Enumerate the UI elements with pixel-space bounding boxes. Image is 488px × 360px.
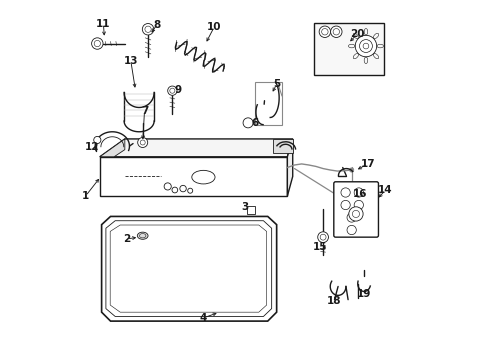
Circle shape — [243, 118, 253, 128]
Text: 5: 5 — [272, 79, 280, 89]
Circle shape — [340, 188, 349, 197]
Circle shape — [353, 201, 363, 210]
Circle shape — [346, 225, 356, 235]
Circle shape — [94, 40, 100, 47]
Text: 18: 18 — [326, 296, 340, 306]
Text: 6: 6 — [251, 118, 258, 128]
Circle shape — [332, 28, 339, 35]
Circle shape — [321, 28, 327, 35]
Circle shape — [349, 168, 353, 172]
Text: 11: 11 — [96, 18, 110, 28]
Circle shape — [167, 86, 177, 95]
Circle shape — [352, 210, 359, 217]
Text: 8: 8 — [153, 19, 160, 30]
Text: 10: 10 — [206, 22, 221, 32]
Circle shape — [348, 207, 363, 221]
Circle shape — [340, 201, 349, 210]
Circle shape — [359, 40, 372, 53]
Text: 1: 1 — [82, 191, 89, 201]
Bar — [246, 206, 254, 213]
Bar — [255, 82, 282, 125]
Text: 2: 2 — [123, 234, 130, 244]
Text: 7: 7 — [141, 107, 148, 116]
Circle shape — [363, 43, 368, 49]
Polygon shape — [106, 221, 271, 316]
Circle shape — [172, 187, 177, 193]
Circle shape — [140, 140, 145, 145]
Circle shape — [353, 188, 363, 197]
Text: 17: 17 — [360, 159, 374, 169]
Polygon shape — [287, 139, 292, 196]
Circle shape — [330, 26, 341, 37]
Text: 19: 19 — [356, 289, 370, 298]
Circle shape — [138, 138, 147, 148]
Bar — [313, 23, 383, 75]
Circle shape — [91, 38, 103, 49]
Circle shape — [317, 232, 328, 243]
Text: 13: 13 — [123, 57, 138, 66]
Text: 12: 12 — [84, 142, 99, 152]
Circle shape — [320, 234, 325, 240]
FancyBboxPatch shape — [333, 182, 378, 237]
Polygon shape — [100, 139, 292, 157]
Polygon shape — [272, 139, 292, 153]
Polygon shape — [100, 157, 287, 196]
Circle shape — [319, 26, 330, 37]
Text: 3: 3 — [241, 202, 247, 212]
Circle shape — [142, 23, 153, 35]
Polygon shape — [102, 216, 276, 321]
Circle shape — [164, 183, 171, 190]
Text: 9: 9 — [175, 85, 182, 95]
Circle shape — [144, 26, 151, 32]
Polygon shape — [110, 225, 266, 312]
Text: 14: 14 — [378, 185, 392, 195]
Circle shape — [187, 188, 192, 193]
Text: 20: 20 — [349, 29, 364, 39]
Circle shape — [169, 88, 175, 93]
Polygon shape — [100, 139, 124, 157]
Ellipse shape — [137, 232, 148, 239]
Circle shape — [354, 35, 376, 57]
Text: 4: 4 — [199, 313, 207, 323]
Text: 15: 15 — [312, 242, 327, 252]
Circle shape — [346, 213, 356, 222]
Circle shape — [180, 185, 186, 192]
Circle shape — [94, 136, 101, 144]
Text: 16: 16 — [352, 189, 366, 199]
